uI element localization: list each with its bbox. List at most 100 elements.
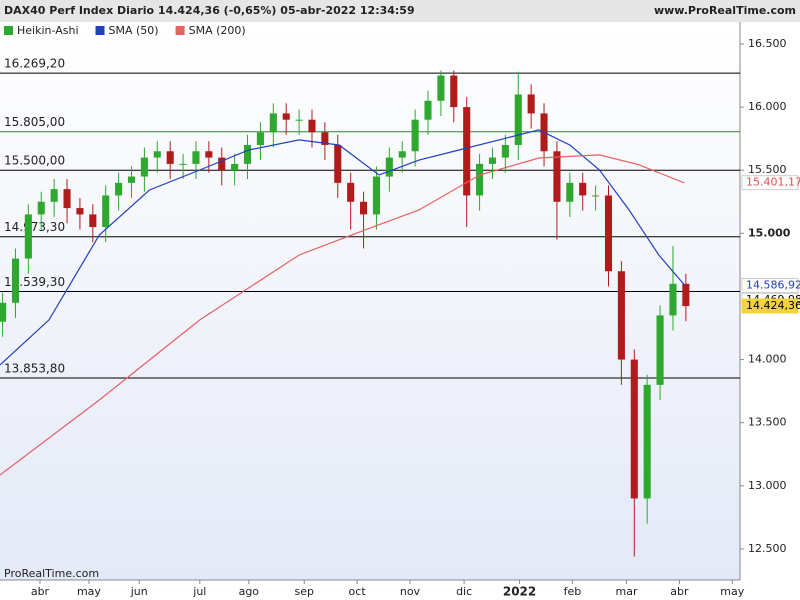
x-tick-label: feb (564, 585, 582, 598)
candle-body (76, 208, 84, 215)
candle-body (617, 271, 625, 360)
legend-label: Heikin-Ashi (17, 24, 79, 37)
candle-body (450, 75, 458, 108)
x-tick-label: ago (239, 585, 260, 598)
candle-body (579, 182, 587, 196)
plot-area (0, 22, 740, 580)
y-tick-label: 14.000 (748, 353, 787, 366)
candle-body (243, 144, 252, 164)
price-tag-label: 14.424,36 (746, 299, 800, 312)
price-tag (741, 298, 799, 314)
candle-body (231, 163, 239, 171)
candle-body (592, 195, 600, 197)
candle-body (50, 189, 58, 202)
price-tag-label: 14.586,92 (746, 278, 800, 291)
candle-body (566, 182, 574, 202)
y-tick-label: 13.000 (748, 479, 787, 492)
candle-body (656, 315, 664, 385)
source[interactable]: www.ProRealTime.com (654, 4, 796, 17)
y-tick-label: 15.500 (748, 163, 787, 176)
legend-swatch (175, 26, 185, 35)
price-tag (741, 175, 799, 191)
candle-body (269, 113, 277, 133)
x-tick-label: nov (400, 585, 421, 598)
candle-body (256, 132, 264, 145)
legend-swatch (4, 26, 13, 35)
candle-body (140, 157, 148, 177)
level-label: 14.973,30 (4, 220, 65, 234)
candle-body (89, 214, 97, 228)
candle-body (295, 119, 303, 121)
x-tick-label: jun (130, 585, 148, 598)
x-tick-label: sep (295, 585, 314, 598)
level-label: 15.805,00 (4, 115, 65, 129)
candle-body (424, 100, 432, 120)
x-tick-label: may (77, 585, 101, 598)
candle-body (321, 132, 329, 145)
candle-body (153, 151, 161, 158)
candle-body (347, 182, 355, 202)
candle-body (205, 151, 213, 158)
candle-body (643, 384, 651, 499)
candle-body (282, 113, 290, 120)
candle-body (669, 283, 677, 316)
legend-label: SMA (50) (109, 24, 159, 37)
footer: ProRealTime.com (4, 567, 99, 580)
y-tick-label: 15.000 (748, 226, 791, 239)
y-tick-label: 16.000 (748, 100, 787, 113)
x-tick-label: jul (192, 585, 206, 598)
candle-body (360, 201, 368, 215)
y-tick-label: 16.500 (748, 37, 787, 50)
candle-body (11, 258, 20, 303)
candle-body (179, 163, 187, 165)
sma-line (0, 129, 686, 366)
candle-body (63, 189, 71, 209)
candle-body (501, 144, 509, 158)
x-tick-label: abr (31, 585, 50, 598)
candle-body (630, 359, 638, 499)
candle-body (385, 157, 393, 177)
candle-body (166, 151, 174, 164)
x-tick-label: may (720, 585, 744, 598)
candle-body (463, 107, 471, 196)
legend-swatch (95, 26, 105, 35)
candle-body (192, 151, 200, 164)
candle-body (334, 144, 342, 183)
level-label: 16.269,20 (4, 57, 65, 71)
candle-body (218, 157, 226, 171)
level-label: 15.500,00 (4, 154, 65, 168)
legend: Heikin-Ashi SMA (50) SMA (200) (4, 24, 246, 37)
candle-body (604, 195, 613, 272)
price-tag (741, 277, 799, 293)
candle-body (682, 283, 690, 307)
candle-body (372, 176, 380, 215)
y-tick-label: 13.500 (748, 416, 787, 429)
candle-body (0, 302, 7, 322)
candle-body (553, 151, 561, 202)
sma-line (0, 154, 685, 476)
y-tick-label: 12.500 (748, 542, 787, 555)
x-tick-label: oct (349, 585, 367, 598)
price-tag-label: 15.401,17 (746, 176, 800, 189)
level-label: 13.853,80 (4, 362, 65, 376)
candle-body (102, 195, 110, 228)
candle-body (398, 151, 406, 158)
x-tick-label: dic (456, 585, 472, 598)
x-tick-label: 2022 (503, 585, 536, 599)
x-tick-label: abr (670, 585, 689, 598)
candle-body (115, 182, 123, 196)
candle-body (476, 163, 484, 196)
legend-label: SMA (200) (189, 24, 246, 37)
candle-body (411, 119, 419, 152)
candle-body (437, 75, 445, 101)
x-tick-label: mar (616, 585, 638, 598)
candle-body (514, 94, 522, 145)
candle-body (127, 176, 136, 183)
chart-title: DAX40 Perf Index Diario 14.424,36 (-0,65… (4, 4, 415, 17)
candle-body (488, 157, 497, 164)
level-label: 14.539,30 (4, 275, 65, 289)
candle-body (308, 119, 316, 133)
candle-body (37, 201, 45, 215)
header-bar (0, 0, 800, 22)
